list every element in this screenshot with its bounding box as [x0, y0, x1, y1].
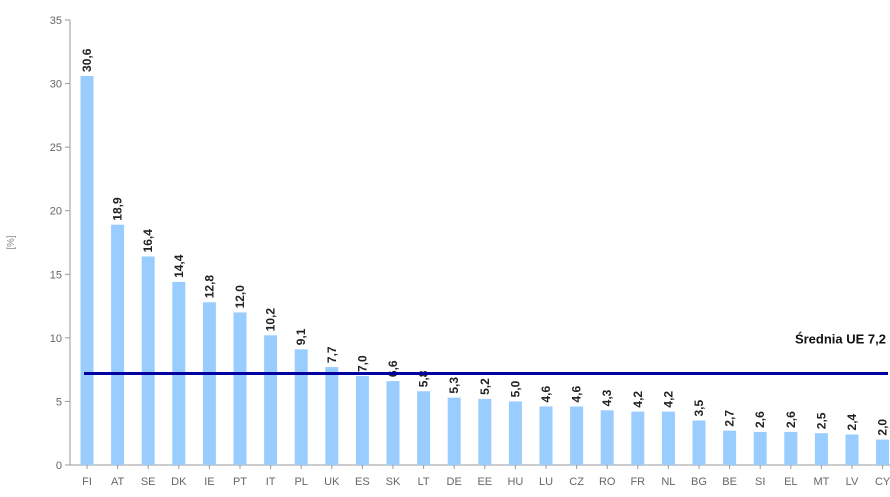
category-label: DK [171, 476, 187, 488]
bar [386, 381, 400, 465]
value-label: 2,6 [784, 411, 798, 428]
bar [814, 433, 828, 465]
category-label: IT [266, 476, 276, 488]
bar [753, 431, 767, 465]
category-label: ES [355, 476, 370, 488]
bar [570, 406, 584, 465]
bar [508, 401, 522, 465]
y-tick-label: 10 [50, 333, 62, 345]
category-label: FI [82, 476, 92, 488]
bar [233, 312, 247, 465]
value-label: 4,3 [600, 389, 614, 406]
bar [845, 434, 859, 465]
bar [539, 406, 553, 465]
category-label: LV [846, 476, 859, 488]
value-label: 4,2 [631, 391, 645, 408]
category-label: MT [813, 476, 829, 488]
category-label: UK [324, 476, 340, 488]
y-tick-label: 20 [50, 206, 62, 218]
value-label: 16,4 [141, 229, 155, 253]
category-label: FR [630, 476, 645, 488]
value-label: 7,7 [325, 346, 339, 363]
category-label: BE [722, 476, 737, 488]
y-tick-label: 30 [50, 79, 62, 91]
category-label: CY [875, 476, 890, 488]
value-label: 2,7 [723, 410, 737, 427]
category-label: CZ [569, 476, 584, 488]
value-label: 9,1 [294, 328, 308, 345]
category-label: EE [477, 476, 492, 488]
bar [264, 335, 278, 465]
value-label: 5,2 [478, 378, 492, 395]
category-label: PL [294, 476, 307, 488]
bar [661, 411, 675, 465]
labels: FI 30,6 AT 18,9 SE 16,4 DK 14,4 IE 12,8 PT 12,0 IT 10… [80, 48, 890, 488]
category-label: EL [784, 476, 797, 488]
bar [355, 376, 369, 465]
bar [784, 431, 798, 465]
bar [417, 391, 431, 465]
bar [111, 224, 125, 465]
category-label: RO [599, 476, 616, 488]
y-tick-label: 0 [56, 460, 62, 472]
category-label: PT [233, 476, 247, 488]
value-label: 12,0 [233, 285, 247, 309]
value-label: 4,6 [539, 386, 553, 403]
category-label: LT [418, 476, 430, 488]
bar [723, 430, 737, 465]
y-tick-label: 15 [50, 269, 62, 281]
value-label: 2,6 [753, 411, 767, 428]
value-label: 30,6 [80, 48, 94, 72]
category-label: HU [507, 476, 523, 488]
value-label: 7,0 [355, 355, 369, 372]
value-label: 5,3 [447, 377, 461, 394]
category-label: SK [386, 476, 401, 488]
value-label: 5,0 [508, 380, 522, 397]
category-label: BG [691, 476, 707, 488]
category-label: SI [755, 476, 765, 488]
value-label: 10,2 [264, 308, 278, 332]
y-tick-label: 5 [56, 396, 62, 408]
category-label: AT [111, 476, 125, 488]
eu-average-label: Średnia UE 7,2 [795, 331, 886, 346]
category-label: LU [539, 476, 553, 488]
bar [325, 367, 339, 465]
bar [294, 349, 308, 465]
value-label: 2,0 [876, 419, 890, 436]
category-label: NL [661, 476, 675, 488]
value-label: 14,4 [172, 254, 186, 278]
reference-line-group: Średnia UE 7,2 [84, 331, 888, 375]
bar [692, 420, 706, 465]
bar [141, 256, 155, 465]
bar [202, 302, 216, 465]
y-axis-title: [%] [6, 235, 17, 250]
value-label: 4,6 [570, 386, 584, 403]
bar [80, 75, 94, 465]
value-label: 4,2 [661, 391, 675, 408]
bar [600, 410, 614, 465]
value-label: 18,9 [111, 197, 125, 221]
y-tick-label: 25 [50, 142, 62, 154]
value-label: 2,4 [845, 413, 859, 430]
value-label: 3,5 [692, 399, 706, 416]
bar [478, 398, 492, 465]
category-label: SE [141, 476, 156, 488]
y-tick-label: 35 [50, 15, 62, 27]
bar [631, 411, 645, 465]
value-label: 2,5 [814, 412, 828, 429]
category-label: IE [204, 476, 214, 488]
value-label: 12,8 [202, 275, 216, 299]
bars [80, 75, 890, 465]
bar [876, 439, 890, 465]
bar [447, 397, 461, 465]
category-label: DE [447, 476, 462, 488]
